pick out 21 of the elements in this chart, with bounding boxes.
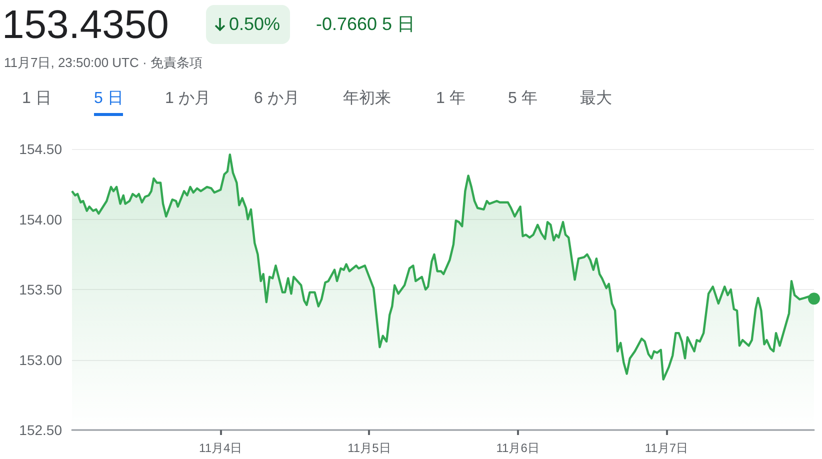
text: 5 日	[94, 88, 124, 116]
y-tick-label: 154.50	[19, 141, 62, 157]
y-tick-label: 154.00	[19, 211, 62, 228]
text: 最大	[580, 88, 612, 109]
chart-title: 153.4350	[2, 2, 169, 48]
x-tick-label: 11月6日	[496, 441, 540, 455]
text: 0.50%	[229, 14, 280, 35]
y-tick-label: 153.50	[19, 282, 62, 298]
chart-subtitle: 11月7日, 23:50:00 UTC · 免責条項	[4, 54, 202, 72]
text: -0.7660 5 日	[316, 13, 416, 36]
x-tick-label: 11月7日	[644, 441, 688, 455]
x-tick-label: 11月5日	[348, 441, 391, 455]
x-tick-label: 11月4日	[199, 441, 242, 455]
text: 1 か月	[165, 89, 210, 109]
text: 1 年	[436, 89, 466, 109]
text: 1 日	[22, 89, 52, 109]
text: 6 か月	[254, 89, 300, 109]
y-tick-label: 153.00	[19, 352, 62, 368]
y-tick-label: 152.50	[19, 422, 62, 438]
text: 年初来	[343, 88, 391, 109]
text: 5 年	[508, 89, 538, 109]
